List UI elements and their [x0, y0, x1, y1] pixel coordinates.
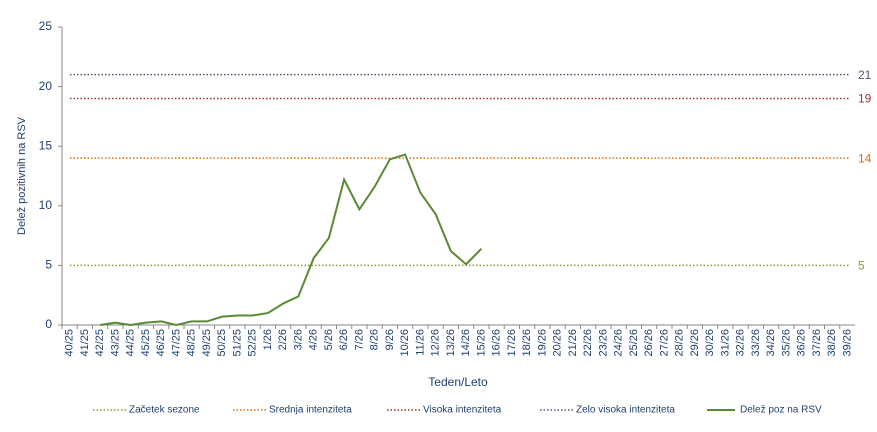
x-tick-label: 28/26	[674, 329, 686, 357]
x-tick-label: 26/26	[643, 329, 655, 357]
x-tick-label: 50/25	[216, 329, 228, 357]
x-tick-label: 48/25	[186, 329, 198, 357]
x-tick-label: 23/26	[597, 329, 609, 357]
y-tick-label: 15	[39, 138, 53, 152]
threshold-label: 21	[858, 68, 872, 82]
x-tick-label: 49/25	[201, 329, 213, 357]
x-tick-label: 11/26	[414, 329, 426, 356]
x-tick-label: 14/26	[460, 329, 472, 357]
x-tick-label: 52/25	[247, 329, 259, 357]
threshold-label: 5	[858, 259, 865, 273]
x-tick-label: 51/25	[231, 329, 243, 357]
x-tick-label: 8/26	[369, 329, 381, 350]
threshold-label: 19	[858, 92, 872, 106]
x-tick-label: 6/26	[338, 329, 350, 350]
x-tick-label: 42/25	[94, 329, 106, 357]
x-tick-label: 27/26	[658, 329, 670, 357]
x-tick-label: 16/26	[491, 329, 503, 357]
x-tick-label: 24/26	[613, 329, 625, 357]
x-tick-label: 38/26	[826, 329, 838, 357]
x-tick-label: 10/26	[399, 329, 411, 357]
x-tick-label: 39/26	[841, 329, 853, 357]
threshold-label: 14	[858, 151, 872, 165]
x-tick-label: 36/26	[796, 329, 808, 357]
x-tick-label: 29/26	[689, 329, 701, 357]
x-tick-label: 15/26	[475, 329, 487, 357]
y-tick-label: 0	[45, 317, 52, 331]
x-tick-label: 18/26	[521, 329, 533, 357]
y-axis-label: Delež pozitivnih na RSV	[16, 116, 28, 235]
x-tick-label: 7/26	[353, 329, 365, 350]
x-tick-label: 46/25	[155, 329, 167, 357]
x-tick-label: 35/26	[780, 329, 792, 357]
x-tick-label: 9/26	[384, 329, 396, 350]
x-tick-label: 25/26	[628, 329, 640, 357]
x-tick-label: 34/26	[765, 329, 777, 357]
x-tick-label: 30/26	[704, 329, 716, 357]
x-tick-label: 40/25	[64, 329, 76, 357]
x-tick-label: 19/26	[536, 329, 548, 357]
x-tick-label: 12/26	[430, 329, 442, 357]
x-tick-label: 5/26	[323, 329, 335, 350]
y-tick-label: 5	[45, 258, 52, 272]
x-tick-label: 32/26	[735, 329, 747, 357]
x-tick-label: 31/26	[719, 329, 731, 357]
x-tick-label: 33/26	[750, 329, 762, 357]
x-tick-label: 44/25	[125, 329, 137, 357]
x-axis-label: Teden/Leto	[428, 375, 488, 389]
y-tick-label: 25	[39, 19, 53, 33]
x-tick-label: 37/26	[811, 329, 823, 357]
legend-label: Delež poz na RSV	[740, 405, 822, 416]
x-tick-label: 3/26	[292, 329, 304, 350]
legend-label: Srednja intenziteta	[269, 405, 352, 416]
x-tick-label: 4/26	[308, 329, 320, 350]
legend-label: Začetek sezone	[129, 405, 200, 416]
x-tick-label: 13/26	[445, 329, 457, 357]
x-tick-label: 45/25	[140, 329, 152, 357]
x-tick-label: 1/26	[262, 329, 274, 350]
x-tick-label: 20/26	[552, 329, 564, 357]
x-tick-label: 47/25	[170, 329, 182, 357]
data-line	[99, 153, 483, 327]
x-tick-label: 2/26	[277, 329, 289, 350]
x-tick-label: 17/26	[506, 329, 518, 357]
x-tick-label: 22/26	[582, 329, 594, 357]
y-tick-label: 20	[39, 79, 53, 93]
legend-label: Zelo visoka intenziteta	[576, 405, 675, 416]
x-tick-label: 21/26	[567, 329, 579, 357]
x-tick-label: 43/25	[109, 329, 121, 357]
x-tick-label: 41/25	[79, 329, 91, 357]
y-tick-label: 10	[39, 198, 53, 212]
legend-label: Visoka intenziteta	[423, 405, 502, 416]
